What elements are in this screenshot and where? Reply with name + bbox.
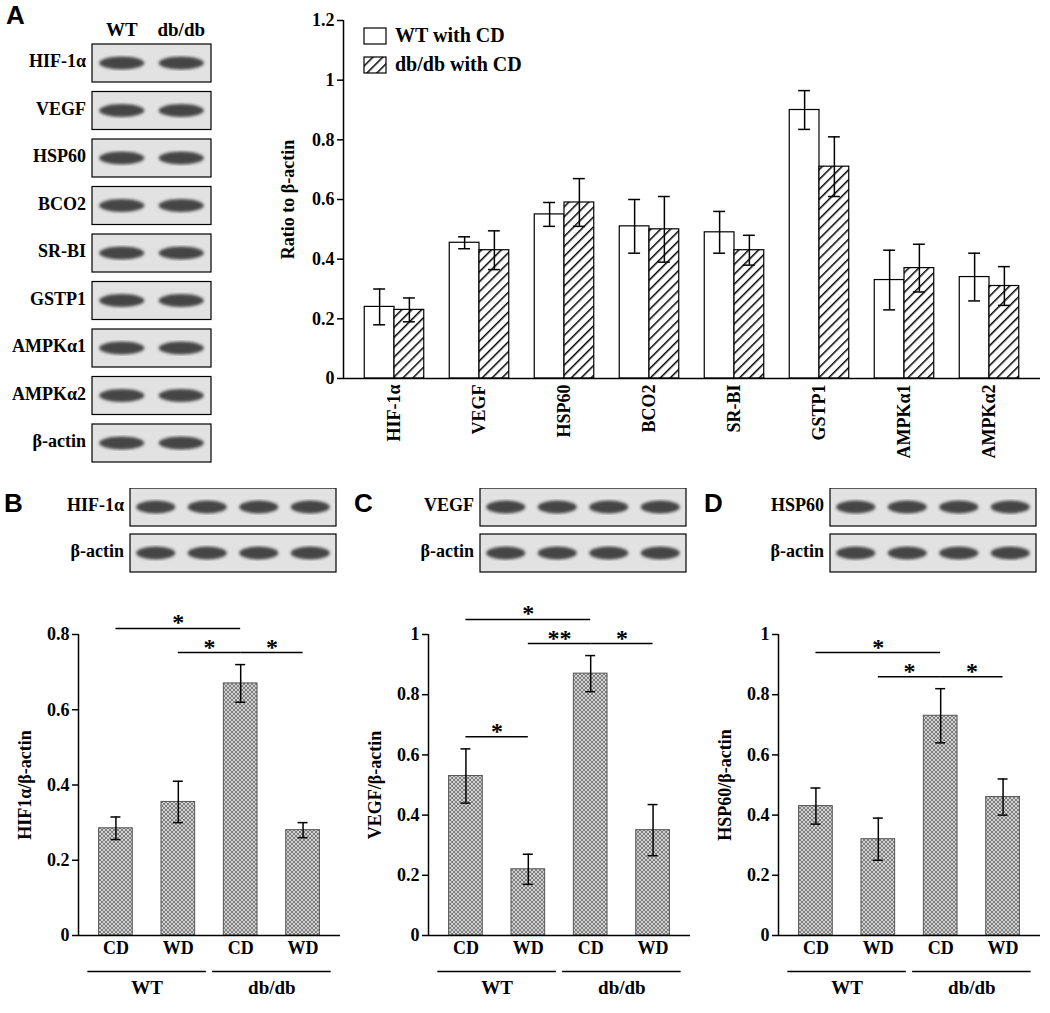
svg-text:0: 0 [411, 925, 420, 945]
svg-text:HSP60: HSP60 [771, 495, 824, 515]
svg-text:AMPKα2: AMPKα2 [12, 384, 86, 404]
html-text:A: A [6, 0, 25, 30]
svg-text:0.4: 0.4 [47, 775, 70, 795]
svg-text:SR-BI: SR-BI [38, 241, 86, 261]
svg-text:db/db: db/db [598, 977, 646, 998]
svg-text:CD: CD [103, 938, 129, 958]
svg-text:1: 1 [326, 70, 335, 90]
svg-text:*: * [491, 718, 503, 744]
svg-text:β-actin: β-actin [33, 431, 86, 451]
svg-text:0.8: 0.8 [312, 130, 335, 150]
svg-text:*: * [904, 658, 916, 684]
svg-text:HIF-1α: HIF-1α [67, 495, 124, 515]
svg-text:CD: CD [928, 938, 954, 958]
svg-text:Ratio to β-actin: Ratio to β-actin [278, 140, 298, 259]
svg-text:0.8: 0.8 [397, 684, 420, 704]
svg-text:*: * [616, 625, 628, 651]
html-text:B: B [4, 488, 23, 518]
svg-text:β-actin: β-actin [71, 541, 124, 561]
svg-text:VEGF: VEGF [424, 495, 474, 515]
svg-text:WD: WD [988, 938, 1019, 958]
svg-text:db/db: db/db [948, 977, 996, 998]
svg-text:CD: CD [453, 938, 479, 958]
svg-text:0: 0 [61, 925, 70, 945]
svg-text:0.4: 0.4 [747, 805, 770, 825]
svg-text:*: * [872, 634, 884, 660]
html-text:db/db with CD: db/db with CD [395, 53, 522, 75]
svg-text:0.2: 0.2 [312, 309, 335, 329]
svg-text:0.2: 0.2 [397, 865, 420, 885]
svg-text:GSTP1: GSTP1 [809, 385, 829, 441]
svg-text:*: * [266, 634, 278, 660]
svg-text:WT: WT [831, 977, 863, 998]
svg-text:GSTP1: GSTP1 [30, 289, 86, 309]
svg-text:*: * [522, 600, 534, 626]
svg-text:*: * [966, 658, 978, 684]
svg-text:AMPKα1: AMPKα1 [894, 385, 914, 459]
svg-text:0.4: 0.4 [397, 805, 420, 825]
html-text:C: C [354, 488, 373, 518]
svg-text:HIF-1α: HIF-1α [29, 51, 86, 71]
svg-text:WD: WD [863, 938, 894, 958]
svg-text:1: 1 [411, 624, 420, 644]
svg-text:db/db: db/db [248, 977, 296, 998]
svg-text:**: ** [548, 625, 572, 651]
svg-text:0: 0 [326, 368, 335, 388]
svg-text:0.2: 0.2 [47, 850, 70, 870]
svg-text:CD: CD [803, 938, 829, 958]
svg-text:HSP60: HSP60 [554, 385, 574, 438]
svg-text:WD: WD [288, 938, 319, 958]
svg-text:WT: WT [131, 977, 163, 998]
svg-text:0.6: 0.6 [47, 700, 70, 720]
svg-text:VEGF: VEGF [469, 385, 489, 435]
html-text:D: D [704, 488, 723, 518]
svg-text:0.6: 0.6 [747, 745, 770, 765]
svg-text:WT: WT [481, 977, 513, 998]
svg-text:1.2: 1.2 [312, 10, 335, 30]
svg-text:WT: WT [106, 19, 138, 40]
svg-text:BCO2: BCO2 [639, 385, 659, 433]
svg-text:0.6: 0.6 [397, 745, 420, 765]
svg-text:β-actin: β-actin [771, 541, 824, 561]
svg-text:1: 1 [761, 624, 770, 644]
svg-text:β-actin: β-actin [421, 541, 474, 561]
svg-text:WD: WD [163, 938, 194, 958]
svg-text:SR-BI: SR-BI [724, 385, 744, 433]
svg-text:AMPKα1: AMPKα1 [12, 336, 86, 356]
svg-text:HSP60/β-actin: HSP60/β-actin [715, 729, 735, 840]
svg-text:0.6: 0.6 [312, 189, 335, 209]
svg-text:db/db: db/db [157, 19, 205, 40]
svg-text:HSP60: HSP60 [33, 146, 86, 166]
html-text:WT with CD: WT with CD [395, 24, 505, 46]
svg-text:WD: WD [638, 938, 669, 958]
svg-text:CD: CD [578, 938, 604, 958]
svg-text:0.8: 0.8 [47, 624, 70, 644]
svg-text:*: * [204, 634, 216, 660]
svg-text:VEGF: VEGF [36, 99, 86, 119]
svg-text:HIF1α/β-actin: HIF1α/β-actin [15, 730, 35, 840]
svg-text:VEGF/β-actin: VEGF/β-actin [365, 731, 385, 839]
svg-text:0: 0 [761, 925, 770, 945]
svg-text:0.8: 0.8 [747, 684, 770, 704]
svg-text:CD: CD [228, 938, 254, 958]
svg-text:BCO2: BCO2 [38, 194, 86, 214]
svg-text:WD: WD [513, 938, 544, 958]
svg-text:0.4: 0.4 [312, 249, 335, 269]
svg-text:0.2: 0.2 [747, 865, 770, 885]
svg-text:*: * [172, 609, 184, 635]
svg-text:AMPKα2: AMPKα2 [979, 385, 999, 459]
svg-text:HIF-1α: HIF-1α [384, 385, 404, 442]
